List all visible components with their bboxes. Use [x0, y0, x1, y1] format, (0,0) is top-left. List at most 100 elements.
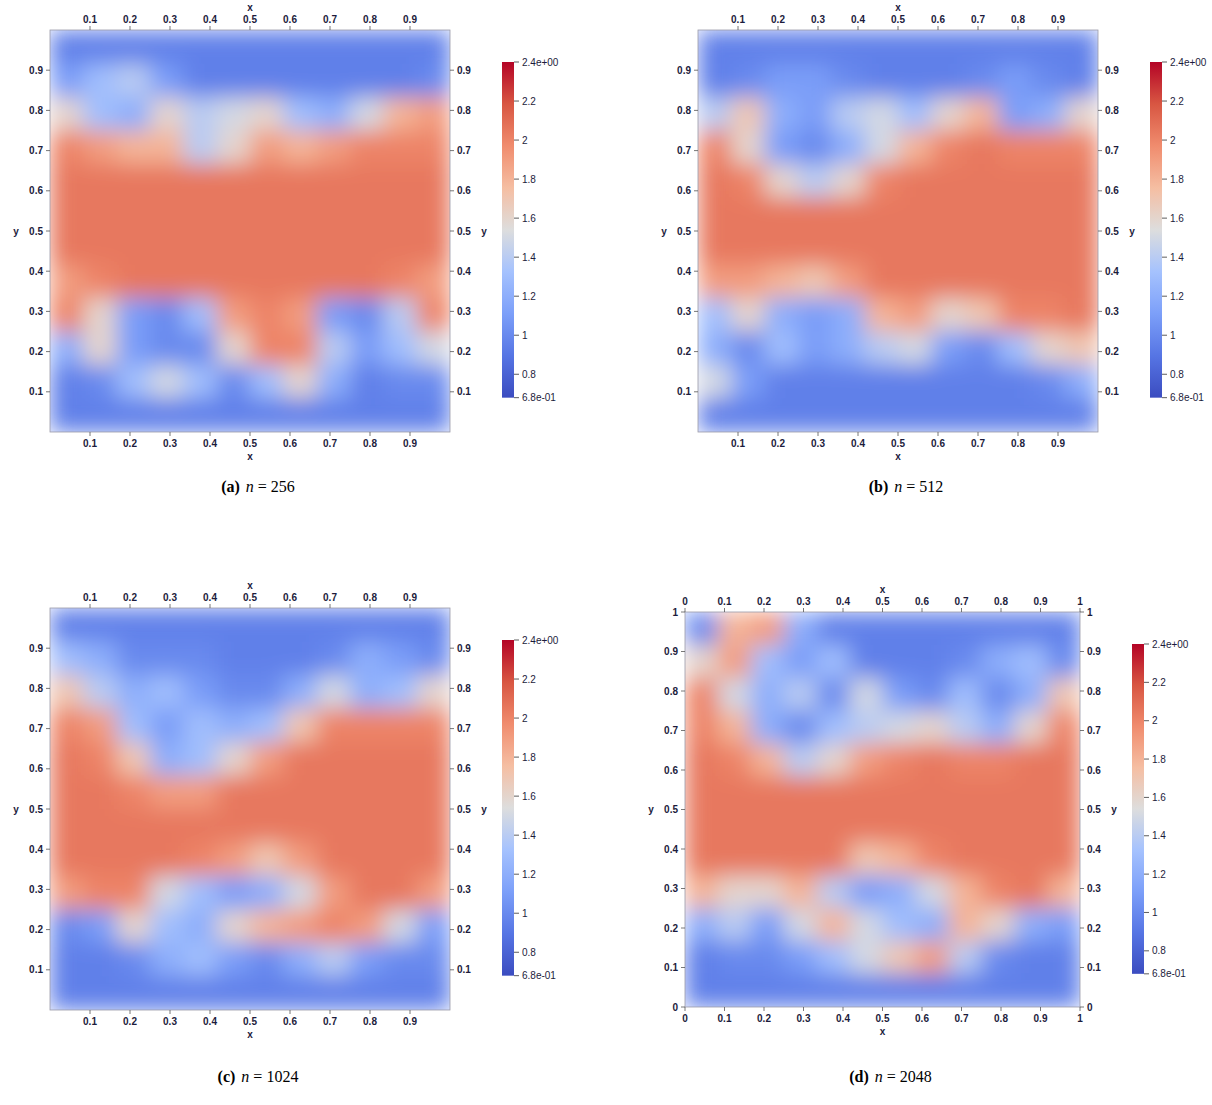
- x-tick: [290, 604, 291, 608]
- cell: [383, 876, 417, 910]
- y-tick-label: 0.7: [677, 145, 691, 156]
- cell: [1014, 612, 1048, 646]
- cell: [765, 164, 799, 198]
- cell: [915, 875, 949, 909]
- y-tick-label: 0.4: [29, 844, 43, 855]
- y-tick-label: 0.9: [1087, 646, 1101, 657]
- cell: [1047, 908, 1080, 942]
- colorbar-tick-label: 1.4: [1152, 830, 1166, 841]
- cell: [283, 776, 317, 810]
- cell: [798, 164, 832, 198]
- colorbar-tick-label: 2.2: [1152, 677, 1166, 688]
- cell: [217, 198, 251, 232]
- y-tick-label: 0.7: [457, 723, 471, 734]
- y-tick-label: 0.9: [29, 65, 43, 76]
- cell: [50, 198, 84, 232]
- plot-frame: [685, 612, 1080, 1007]
- cell: [250, 843, 284, 877]
- density-field: [685, 612, 1080, 1007]
- cell: [150, 876, 184, 910]
- cell: [217, 876, 251, 910]
- cell: [998, 231, 1032, 265]
- cell: [751, 744, 785, 778]
- colorbar-tick-label: 2.2: [522, 96, 536, 107]
- cell: [417, 943, 450, 977]
- cell: [150, 843, 184, 877]
- cell: [817, 744, 851, 778]
- x-tick-label: 0.8: [1011, 438, 1025, 449]
- cell: [1031, 164, 1065, 198]
- x-tick-label: 0.4: [851, 438, 865, 449]
- cell: [50, 742, 84, 776]
- cell: [250, 265, 284, 299]
- cell: [150, 298, 184, 332]
- y-tick: [681, 730, 685, 731]
- cell: [50, 265, 84, 299]
- cell: [931, 365, 965, 399]
- cell: [150, 742, 184, 776]
- cell: [931, 298, 965, 332]
- cell: [883, 612, 917, 646]
- cell: [718, 875, 752, 909]
- cell: [1065, 231, 1098, 265]
- cell: [731, 298, 765, 332]
- y-tick-label: 0.1: [457, 386, 471, 397]
- cell: [965, 131, 999, 165]
- x-tick: [410, 1010, 411, 1014]
- y-tick: [681, 770, 685, 771]
- cell: [698, 198, 732, 232]
- x-tick-label: 1: [1077, 596, 1083, 607]
- x-tick-label: 0.8: [363, 438, 377, 449]
- cell: [317, 742, 351, 776]
- cell: [817, 875, 851, 909]
- cell: [685, 612, 719, 646]
- cell: [1065, 164, 1098, 198]
- cell: [417, 164, 450, 198]
- y-tick: [46, 150, 50, 151]
- y-tick-label: 0: [672, 1002, 678, 1013]
- cell: [183, 399, 217, 433]
- cell: [817, 908, 851, 942]
- cell: [731, 64, 765, 98]
- x-tick-label: 0.4: [203, 438, 217, 449]
- cell: [948, 777, 982, 811]
- y-axis-title: y: [648, 804, 654, 815]
- cell: [150, 642, 184, 676]
- cell: [685, 875, 719, 909]
- cell: [998, 365, 1032, 399]
- cell: [718, 908, 752, 942]
- x-tick-label: 0.9: [1051, 438, 1065, 449]
- cell: [150, 30, 184, 64]
- cell: [1065, 198, 1098, 232]
- cell: [948, 810, 982, 844]
- x-tick-label: 0.2: [123, 592, 137, 603]
- colorbar-tick: [1162, 397, 1167, 398]
- cell: [250, 642, 284, 676]
- colorbar-tick-label: 1.4: [1170, 252, 1184, 263]
- cell: [250, 198, 284, 232]
- x-tick: [170, 432, 171, 436]
- colorbar-tick: [514, 374, 519, 375]
- x-tick-label: 0.4: [203, 1016, 217, 1027]
- x-tick: [170, 26, 171, 30]
- cell: [850, 875, 884, 909]
- cell: [183, 943, 217, 977]
- x-tick: [803, 608, 804, 612]
- x-tick-label: 0.1: [731, 14, 745, 25]
- cell: [850, 842, 884, 876]
- x-tick: [803, 1007, 804, 1011]
- cell: [350, 198, 384, 232]
- cell: [1031, 131, 1065, 165]
- cell: [317, 365, 351, 399]
- cell: [831, 30, 865, 64]
- title-variable: n: [241, 1068, 249, 1085]
- cell: [718, 612, 752, 646]
- cell: [250, 298, 284, 332]
- cell: [417, 742, 450, 776]
- cell: [718, 777, 752, 811]
- x-tick-label: 0.7: [323, 438, 337, 449]
- y-tick: [1080, 928, 1084, 929]
- x-tick: [250, 26, 251, 30]
- cell: [50, 776, 84, 810]
- cell: [981, 908, 1015, 942]
